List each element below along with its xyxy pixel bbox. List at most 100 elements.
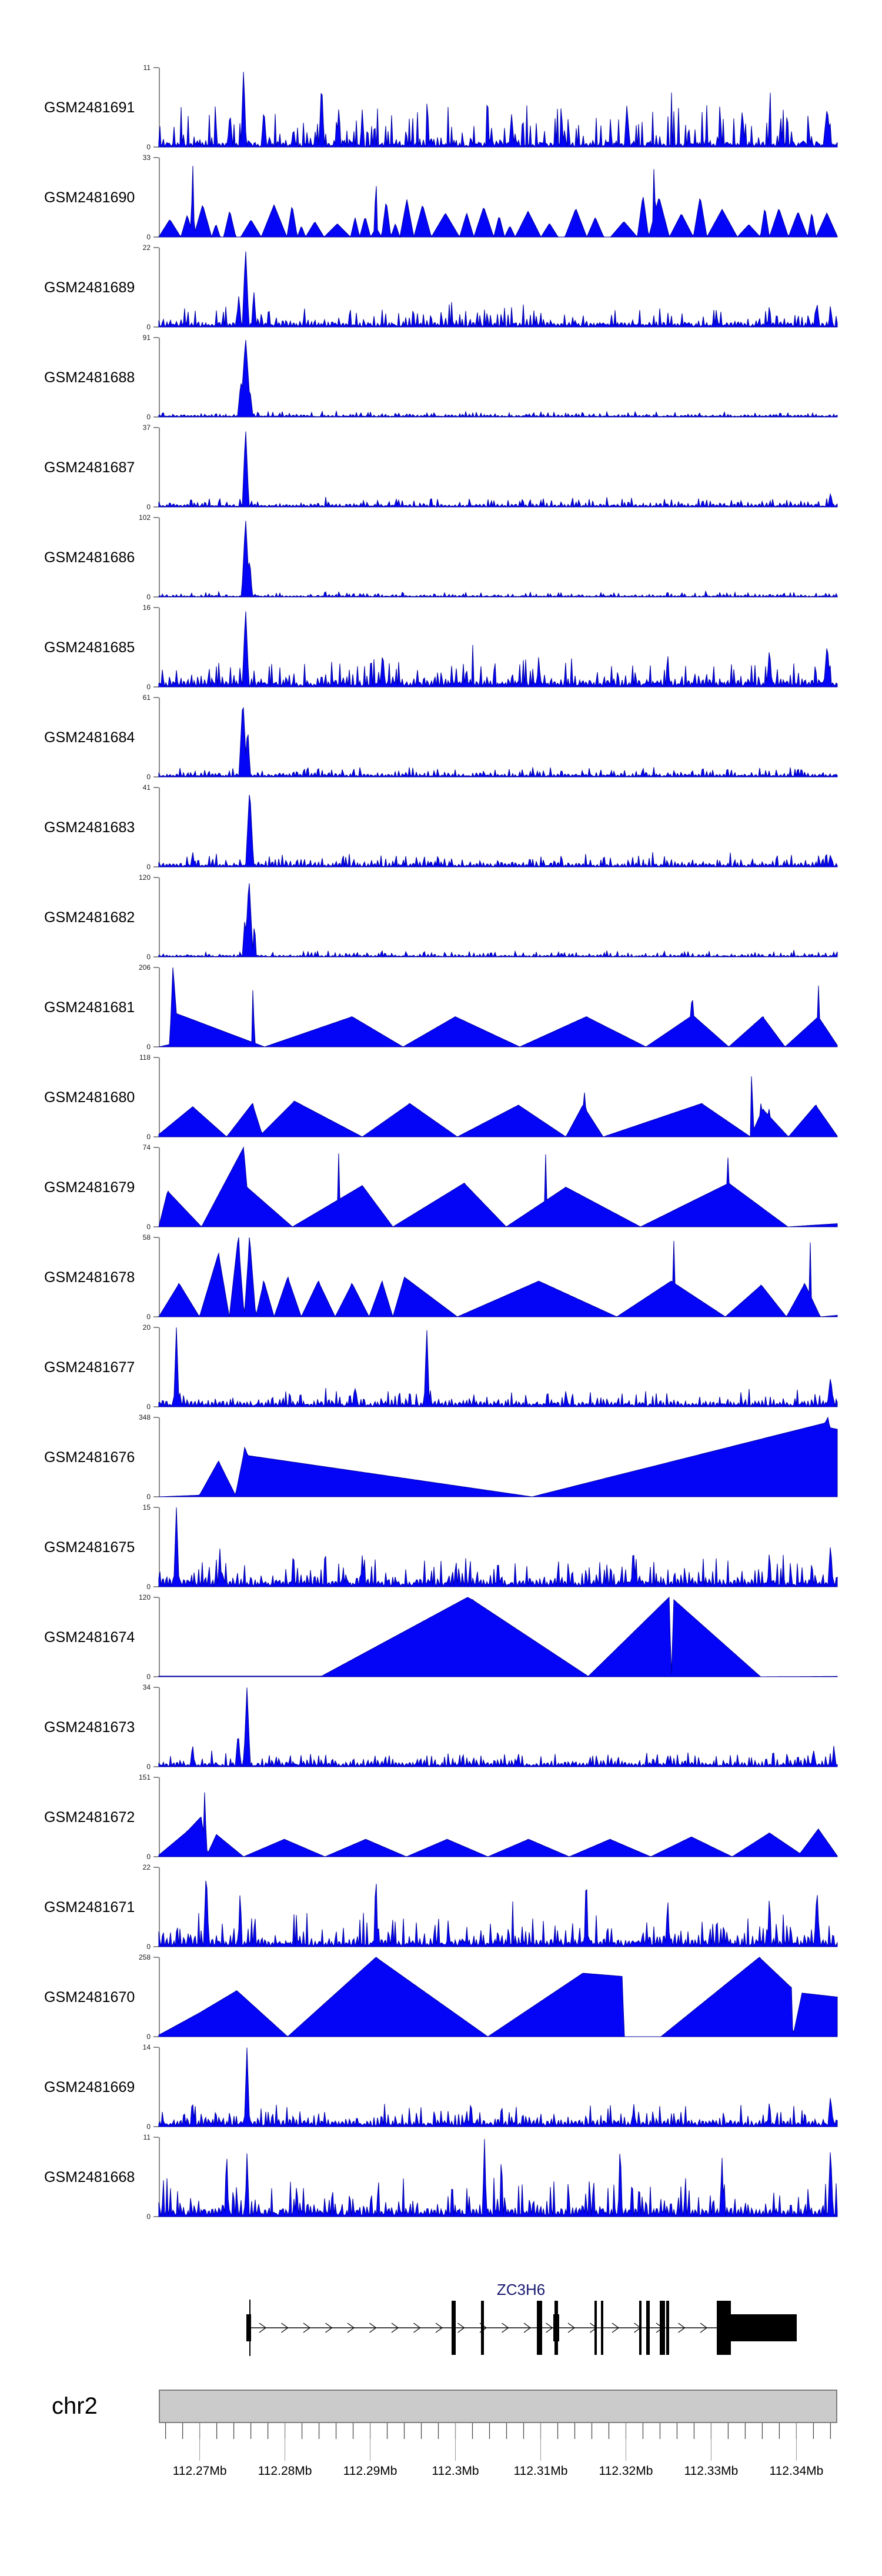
track-ymax-value: 118 — [139, 1053, 151, 1062]
track-yaxis — [159, 1957, 160, 2037]
exon-cds — [639, 2301, 642, 2355]
track-yaxis — [159, 1687, 160, 1767]
track-label-GSM2481675: GSM2481675 — [44, 1539, 135, 1556]
gene-name-label: ZC3H6 — [496, 2281, 546, 2298]
signal-area-GSM2481688 — [158, 340, 838, 418]
track-ymin-value: 0 — [146, 143, 151, 151]
track-ymin-value: 0 — [146, 683, 151, 691]
track-yaxis — [159, 1867, 160, 1947]
track-yaxis — [159, 2047, 160, 2127]
track-yaxis-tick-bottom — [153, 1406, 159, 1407]
strand-arrow-icon — [700, 2323, 708, 2333]
track-ymax-value: 16 — [142, 603, 151, 612]
coverage-polygon — [158, 1076, 838, 1137]
track-ymin-value: 0 — [146, 773, 151, 781]
track-yaxis — [159, 2137, 160, 2217]
exon-utr — [731, 2314, 797, 2341]
track-ymax-value: 22 — [142, 243, 151, 252]
track-yaxis-tick-top — [153, 967, 159, 968]
track-yaxis-tick-top — [153, 517, 159, 518]
coverage-polygon — [158, 1687, 838, 1768]
track-ymin-value: 0 — [146, 503, 151, 511]
track-yaxis-tick-top — [153, 877, 159, 878]
strand-arrow-icon — [347, 2323, 355, 2333]
track-yaxis — [159, 518, 160, 597]
exon-utr — [246, 2314, 251, 2341]
track-yaxis — [159, 158, 160, 237]
strand-arrow-icon — [413, 2323, 421, 2333]
track-yaxis — [159, 788, 160, 867]
track-ymax-value: 14 — [142, 2043, 151, 2051]
coverage-polygon — [158, 967, 838, 1047]
track-ymax-value: 91 — [142, 333, 151, 342]
track-yaxis — [159, 698, 160, 777]
track-label-GSM2481685: GSM2481685 — [44, 639, 135, 656]
coverage-polygon — [158, 611, 838, 688]
chromosome-ideogram-bar — [159, 2390, 837, 2423]
strand-arrow-icon — [457, 2323, 465, 2333]
track-yaxis-tick-top — [153, 1417, 159, 1418]
signal-area-GSM2481681 — [158, 967, 838, 1047]
track-ymax-value: 11 — [143, 64, 151, 72]
signal-area-GSM2481668 — [158, 2139, 838, 2218]
track-label-GSM2481680: GSM2481680 — [44, 1089, 135, 1106]
signal-area-GSM2481672 — [158, 1792, 838, 1857]
track-yaxis-tick-top — [153, 1057, 159, 1058]
track-ymin-value: 0 — [146, 1853, 151, 1861]
coverage-polygon — [158, 2047, 838, 2128]
signal-area-GSM2481677 — [158, 1327, 838, 1408]
track-ymin-value: 0 — [146, 323, 151, 331]
strand-arrow-icon — [435, 2323, 443, 2333]
track-ymax-value: 22 — [142, 1863, 151, 1871]
track-ymax-value: 37 — [142, 423, 151, 432]
track-label-GSM2481673: GSM2481673 — [44, 1719, 135, 1736]
track-yaxis — [159, 967, 160, 1047]
track-ymin-value: 0 — [146, 233, 151, 241]
exon-cds — [666, 2301, 669, 2355]
track-yaxis-tick-bottom — [153, 2216, 159, 2217]
track-label-GSM2481671: GSM2481671 — [44, 1898, 135, 1916]
signal-area-GSM2481686 — [158, 520, 838, 598]
track-yaxis-tick-bottom — [153, 1946, 159, 1947]
chromosome-label: chr2 — [52, 2393, 98, 2419]
signal-area-GSM2481687 — [158, 431, 838, 508]
track-ymax-value: 34 — [142, 1683, 151, 1691]
coverage-polygon — [158, 1416, 838, 1497]
axis-tick-label: 112.32Mb — [599, 2464, 653, 2478]
track-ymax-value: 11 — [143, 2133, 151, 2141]
track-yaxis-tick-top — [153, 1327, 159, 1328]
signal-area-GSM2481689 — [158, 251, 838, 328]
track-ymin-value: 0 — [146, 1133, 151, 1141]
signal-area-GSM2481685 — [158, 611, 838, 688]
track-yaxis — [159, 68, 160, 147]
signal-area-GSM2481690 — [158, 165, 838, 238]
exon-cds — [452, 2301, 456, 2355]
track-ymin-value: 0 — [146, 1673, 151, 1681]
coverage-polygon — [158, 2139, 838, 2218]
track-yaxis-tick-top — [153, 1237, 159, 1238]
track-yaxis-tick-top — [153, 1957, 159, 1958]
track-yaxis-tick-bottom — [153, 866, 159, 867]
track-label-GSM2481669: GSM2481669 — [44, 2078, 135, 2095]
track-ymax-value: 41 — [142, 783, 151, 792]
signal-area-GSM2481683 — [158, 795, 838, 868]
track-yaxis-tick-bottom — [153, 776, 159, 778]
track-yaxis-tick-bottom — [153, 1766, 159, 1767]
track-ymin-value: 0 — [146, 2213, 151, 2221]
track-yaxis — [159, 1507, 160, 1587]
coverage-polygon — [158, 883, 838, 958]
track-label-GSM2481668: GSM2481668 — [44, 2168, 135, 2185]
track-yaxis-tick-top — [153, 1777, 159, 1778]
strand-arrow-icon — [281, 2323, 289, 2333]
track-ymin-value: 0 — [146, 1403, 151, 1411]
track-ymin-value: 0 — [146, 1763, 151, 1771]
signal-area-GSM2481671 — [158, 1880, 838, 1948]
track-ymax-value: 102 — [138, 513, 151, 522]
track-yaxis — [159, 338, 160, 417]
exon-cds — [601, 2301, 603, 2355]
track-ymax-value: 206 — [138, 963, 151, 972]
track-yaxis — [159, 1417, 160, 1497]
track-ymin-value: 0 — [146, 413, 151, 421]
track-yaxis-tick-top — [153, 157, 159, 158]
